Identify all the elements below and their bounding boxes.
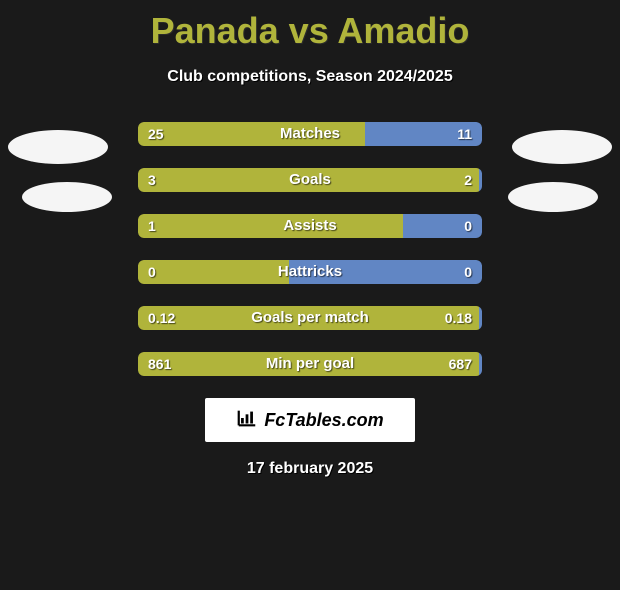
stat-bar-row: Matches2511 <box>138 122 482 146</box>
brand-chart-icon <box>236 407 258 434</box>
stat-bars: Matches2511 Goals32 Assists10 Hattricks00 Go… <box>138 122 482 376</box>
date-text: 17 february 2025 <box>0 460 620 478</box>
stat-bar-row: Assists10 <box>138 214 482 238</box>
bar-fill-right <box>403 214 482 238</box>
stat-bar-row: Goals32 <box>138 168 482 192</box>
subtitle: Club competitions, Season 2024/2025 <box>0 68 620 86</box>
brand-badge: FcTables.com <box>205 398 415 442</box>
page-title: Panada vs Amadio <box>0 10 620 52</box>
stat-bar-row: Hattricks00 <box>138 260 482 284</box>
bar-fill-left <box>138 168 479 192</box>
bar-fill-left <box>138 214 403 238</box>
bar-fill-right <box>289 260 482 284</box>
bar-fill-left <box>138 306 479 330</box>
player-right-avatar-2 <box>508 182 598 212</box>
bar-fill-right <box>479 168 482 192</box>
player-right-avatar <box>512 130 612 164</box>
player-left-avatar <box>8 130 108 164</box>
stat-bar-row: Goals per match0.120.18 <box>138 306 482 330</box>
bar-fill-right <box>479 306 482 330</box>
bar-fill-left <box>138 352 479 376</box>
bar-fill-right <box>365 122 482 146</box>
brand-text: FcTables.com <box>264 410 383 431</box>
bar-fill-left <box>138 122 365 146</box>
stat-bar-row: Min per goal861687 <box>138 352 482 376</box>
bar-fill-left <box>138 260 289 284</box>
player-left-avatar-2 <box>22 182 112 212</box>
bar-fill-right <box>479 352 482 376</box>
